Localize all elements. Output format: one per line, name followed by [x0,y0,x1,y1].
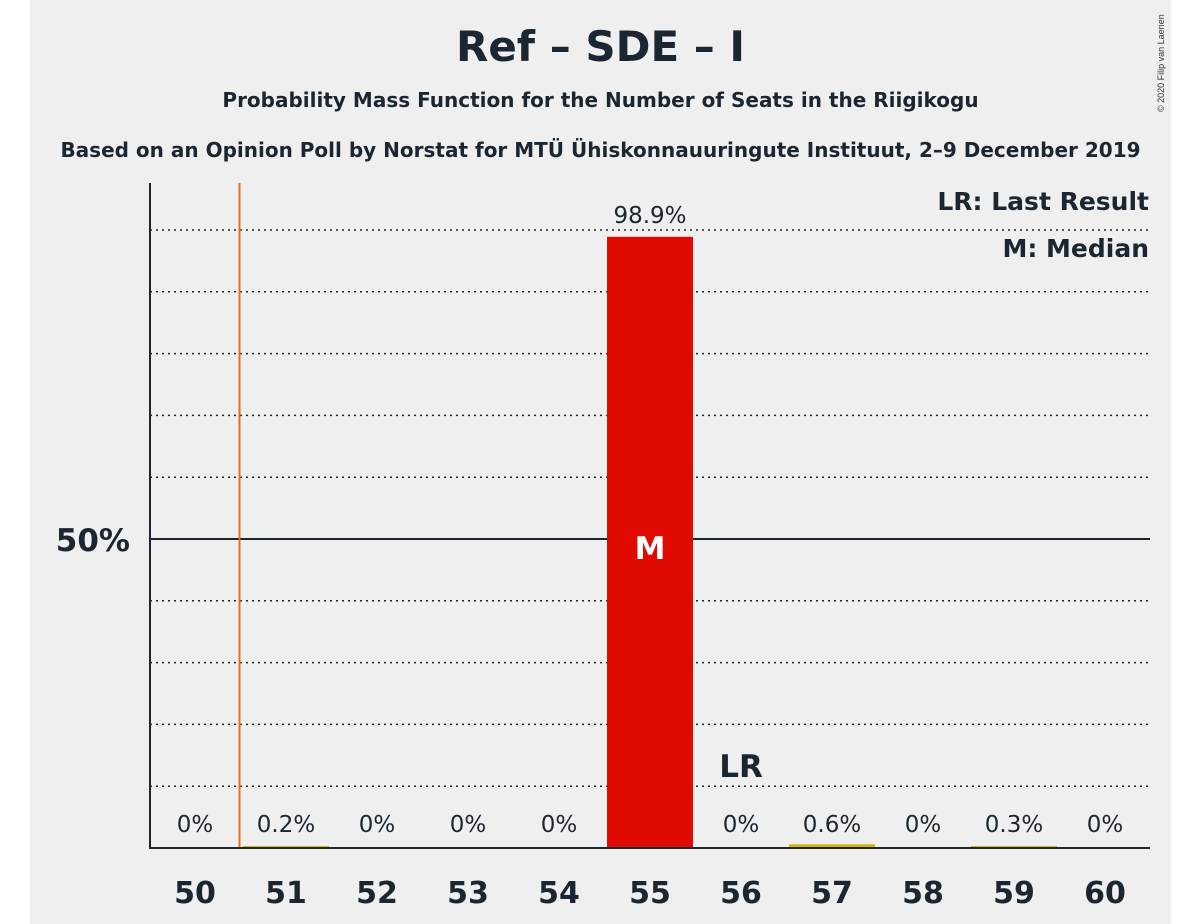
x-tick-label: 54 [538,876,580,911]
x-tick-label: 57 [811,876,853,911]
last-result-marker: LR [719,749,763,785]
labels: 50% 50 0% 51 0.2% 52 0% 53 0% 54 0% 55 98.9% M 56 0% LR 5… [56,203,1126,911]
x-tick-label: 60 [1084,876,1126,911]
y-tick-label: 50% [56,523,130,559]
chart-panel [30,0,1171,924]
data-label: 0% [1087,812,1124,838]
data-label: 0% [450,812,487,838]
data-label: 0% [723,812,760,838]
chart-source: Based on an Opinion Poll by Norstat for … [60,138,1141,162]
bar-55 [607,236,693,849]
x-tick-label: 53 [447,876,489,911]
x-tick-label: 51 [265,876,307,911]
x-tick-label: 50 [174,876,216,911]
data-label: 98.9% [613,203,686,229]
data-label: 0% [177,812,214,838]
median-marker: M [635,531,666,567]
legend-median: M: Median [1002,234,1149,263]
chart-title: Ref – SDE – I [455,22,746,71]
data-label: 0.3% [985,812,1043,838]
x-tick-label: 55 [629,876,671,911]
data-label: 0.6% [803,812,861,838]
data-label: 0% [359,812,396,838]
legend-last-result: LR: Last Result [937,187,1149,216]
x-tick-label: 59 [993,876,1035,911]
data-label: 0.2% [257,812,315,838]
x-tick-label: 56 [720,876,762,911]
x-tick-label: 52 [356,876,398,911]
data-label: 0% [541,812,578,838]
chart-subtitle: Probability Mass Function for the Number… [222,88,979,112]
data-label: 0% [905,812,942,838]
bars [238,183,1057,849]
axes [149,183,1150,849]
bar-57 [789,844,875,848]
x-tick-label: 58 [902,876,944,911]
